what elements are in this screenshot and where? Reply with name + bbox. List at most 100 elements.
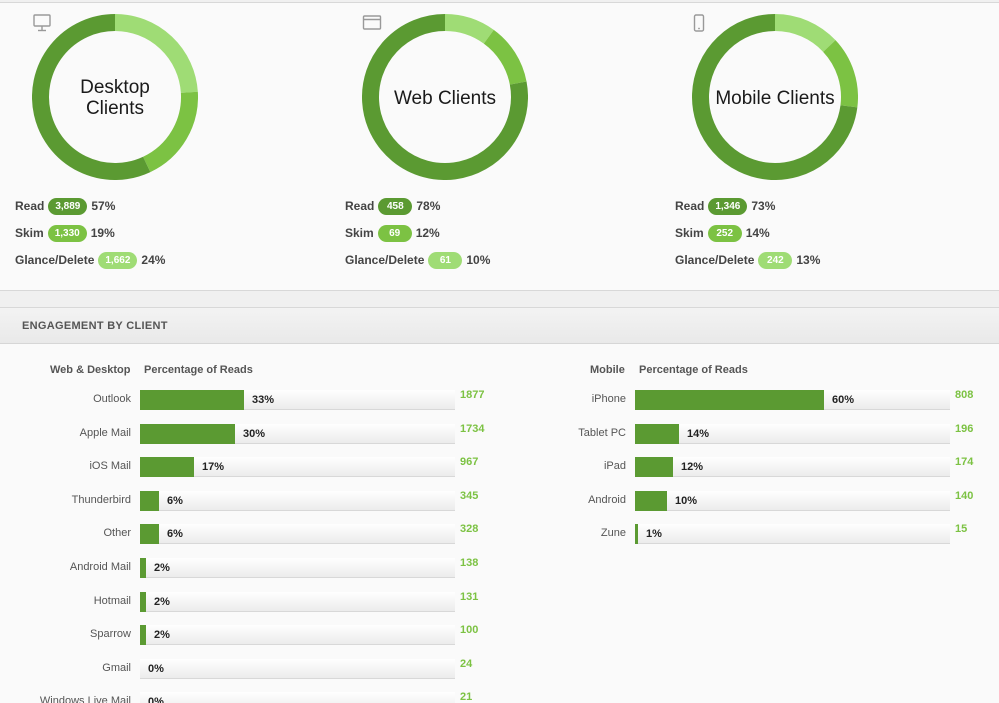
donut-segment-read — [362, 14, 528, 180]
bar-row: Other 6% 328 — [0, 523, 999, 544]
bar-client-name: Hotmail — [93, 595, 131, 607]
bar-row: Apple Mail 30% 1734 — [0, 423, 999, 444]
stat-label: Glance/Delete — [345, 253, 425, 267]
bar-row: iOS Mail 17% 967 — [0, 456, 999, 477]
bar-client-name: Windows Live Mail — [39, 695, 131, 703]
bar-percent-label: 1% — [646, 528, 662, 540]
bar-percent-label: 6% — [167, 528, 183, 540]
bar-fill — [140, 457, 194, 477]
stat-row-glance: Glance/Delete 61 10% — [345, 250, 490, 270]
bar-client-name: iPad — [603, 460, 626, 472]
bar-percent-label: 60% — [832, 394, 855, 406]
stat-percent: 19% — [90, 226, 115, 240]
bar-track: 10% — [635, 491, 950, 511]
stat-label: Skim — [15, 226, 44, 240]
count-badge: 242 — [758, 251, 793, 269]
bar-percent-label: 2% — [154, 596, 170, 608]
bar-count-label: 138 — [460, 557, 479, 569]
donut-segment-read — [692, 14, 858, 180]
client-title-desktop: Desktop Clients — [80, 77, 150, 119]
bar-count-label: 21 — [460, 691, 473, 703]
bar-count-label: 174 — [955, 456, 974, 468]
bar-fill — [140, 592, 146, 612]
bar-row: Hotmail 2% 131 — [0, 591, 999, 612]
donut-center: Web Clients — [362, 14, 528, 180]
bar-percent-label: 10% — [675, 495, 698, 507]
stat-row-read: Read 458 78% — [345, 196, 440, 216]
bar-row: Windows Live Mail 0% 21 — [0, 691, 999, 703]
donut-segment-read — [32, 14, 151, 180]
donut-segment-skim — [822, 40, 858, 108]
bar-track: 2% — [140, 558, 455, 578]
bar-percent-label: 14% — [687, 428, 710, 440]
bar-fill — [140, 424, 235, 444]
stat-label: Skim — [345, 226, 374, 240]
bar-count-label: 140 — [955, 490, 974, 502]
bar-fill — [635, 390, 824, 410]
stat-percent: 14% — [745, 226, 770, 240]
bar-row: Android 10% 140 — [0, 490, 999, 511]
bar-count-label: 967 — [460, 456, 479, 468]
bar-row: Zune 1% 15 — [0, 523, 999, 544]
stat-label: Read — [15, 199, 45, 213]
bar-count-label: 808 — [955, 389, 974, 401]
bar-fill — [635, 457, 673, 477]
bar-track: 0% — [140, 659, 455, 679]
bar-count-label: 15 — [955, 523, 968, 535]
bar-count-label: 100 — [460, 624, 479, 636]
column-header-metric: Percentage of Reads — [639, 364, 748, 376]
bar-percent-label: 2% — [154, 562, 170, 574]
bar-client-name: Other — [103, 527, 131, 539]
bar-count-label: 24 — [460, 658, 473, 670]
donut-segment-glance — [114, 14, 198, 94]
donut-segment-glance — [444, 14, 494, 44]
bar-percent-label: 33% — [252, 394, 275, 406]
bar-track: 17% — [140, 457, 455, 477]
bar-track: 1% — [635, 524, 950, 544]
donut-segment-glance — [774, 14, 836, 53]
stat-label: Read — [675, 199, 705, 213]
count-badge: 1,346 — [708, 197, 748, 215]
stat-row-glance: Glance/Delete 1,662 24% — [15, 250, 165, 270]
bar-track: 6% — [140, 491, 455, 511]
stat-label: Read — [345, 199, 375, 213]
bar-row: Sparrow 2% 100 — [0, 624, 999, 645]
bar-client-name: iOS Mail — [89, 460, 131, 472]
bar-fill — [635, 424, 679, 444]
count-badge: 61 — [428, 251, 463, 269]
bar-client-name: Gmail — [102, 662, 131, 674]
bar-percent-label: 30% — [243, 428, 266, 440]
donut-chart-desktop: Desktop Clients — [32, 14, 198, 180]
bar-client-name: Android Mail — [69, 561, 131, 573]
bar-count-label: 328 — [460, 523, 479, 535]
engagement-header: ENGAGEMENT BY CLIENT — [0, 308, 999, 344]
count-badge: 252 — [707, 224, 742, 242]
bar-fill — [140, 558, 146, 578]
stat-percent: 57% — [91, 199, 116, 213]
bar-row: Gmail 0% 24 — [0, 658, 999, 679]
client-summary-web: Web Clients Read 458 78% Skim 69 12% Glance/Del… — [0, 3, 528, 292]
bar-track: 2% — [140, 592, 455, 612]
client-summary-desktop: Desktop Clients Read 3,889 57% Skim 1,330 19% G… — [0, 3, 330, 292]
bar-fill — [140, 524, 159, 544]
bar-client-name: iPhone — [591, 393, 626, 405]
bar-percent-label: 6% — [167, 495, 183, 507]
bar-client-name: Sparrow — [90, 628, 131, 640]
count-badge: 1,330 — [47, 224, 87, 242]
bar-row: iPad 12% 174 — [0, 456, 999, 477]
bar-fill — [635, 524, 638, 544]
bar-row: Android Mail 2% 138 — [0, 557, 999, 578]
bar-percent-label: 0% — [148, 663, 164, 675]
stat-row-read: Read 3,889 57% — [15, 196, 115, 216]
client-title-web: Web Clients — [393, 87, 497, 109]
bar-client-name: Thunderbird — [71, 494, 131, 506]
bar-track: 60% — [635, 390, 950, 410]
column-header-client: Mobile — [590, 364, 625, 376]
bar-percent-label: 0% — [148, 696, 164, 703]
bar-client-name: Outlook — [93, 393, 131, 405]
bar-track: 30% — [140, 424, 455, 444]
bar-client-name: Android — [588, 494, 626, 506]
bar-track: 14% — [635, 424, 950, 444]
stat-row-skim: Skim 252 14% — [675, 223, 770, 243]
donut-center: Mobile Clients — [692, 14, 858, 180]
